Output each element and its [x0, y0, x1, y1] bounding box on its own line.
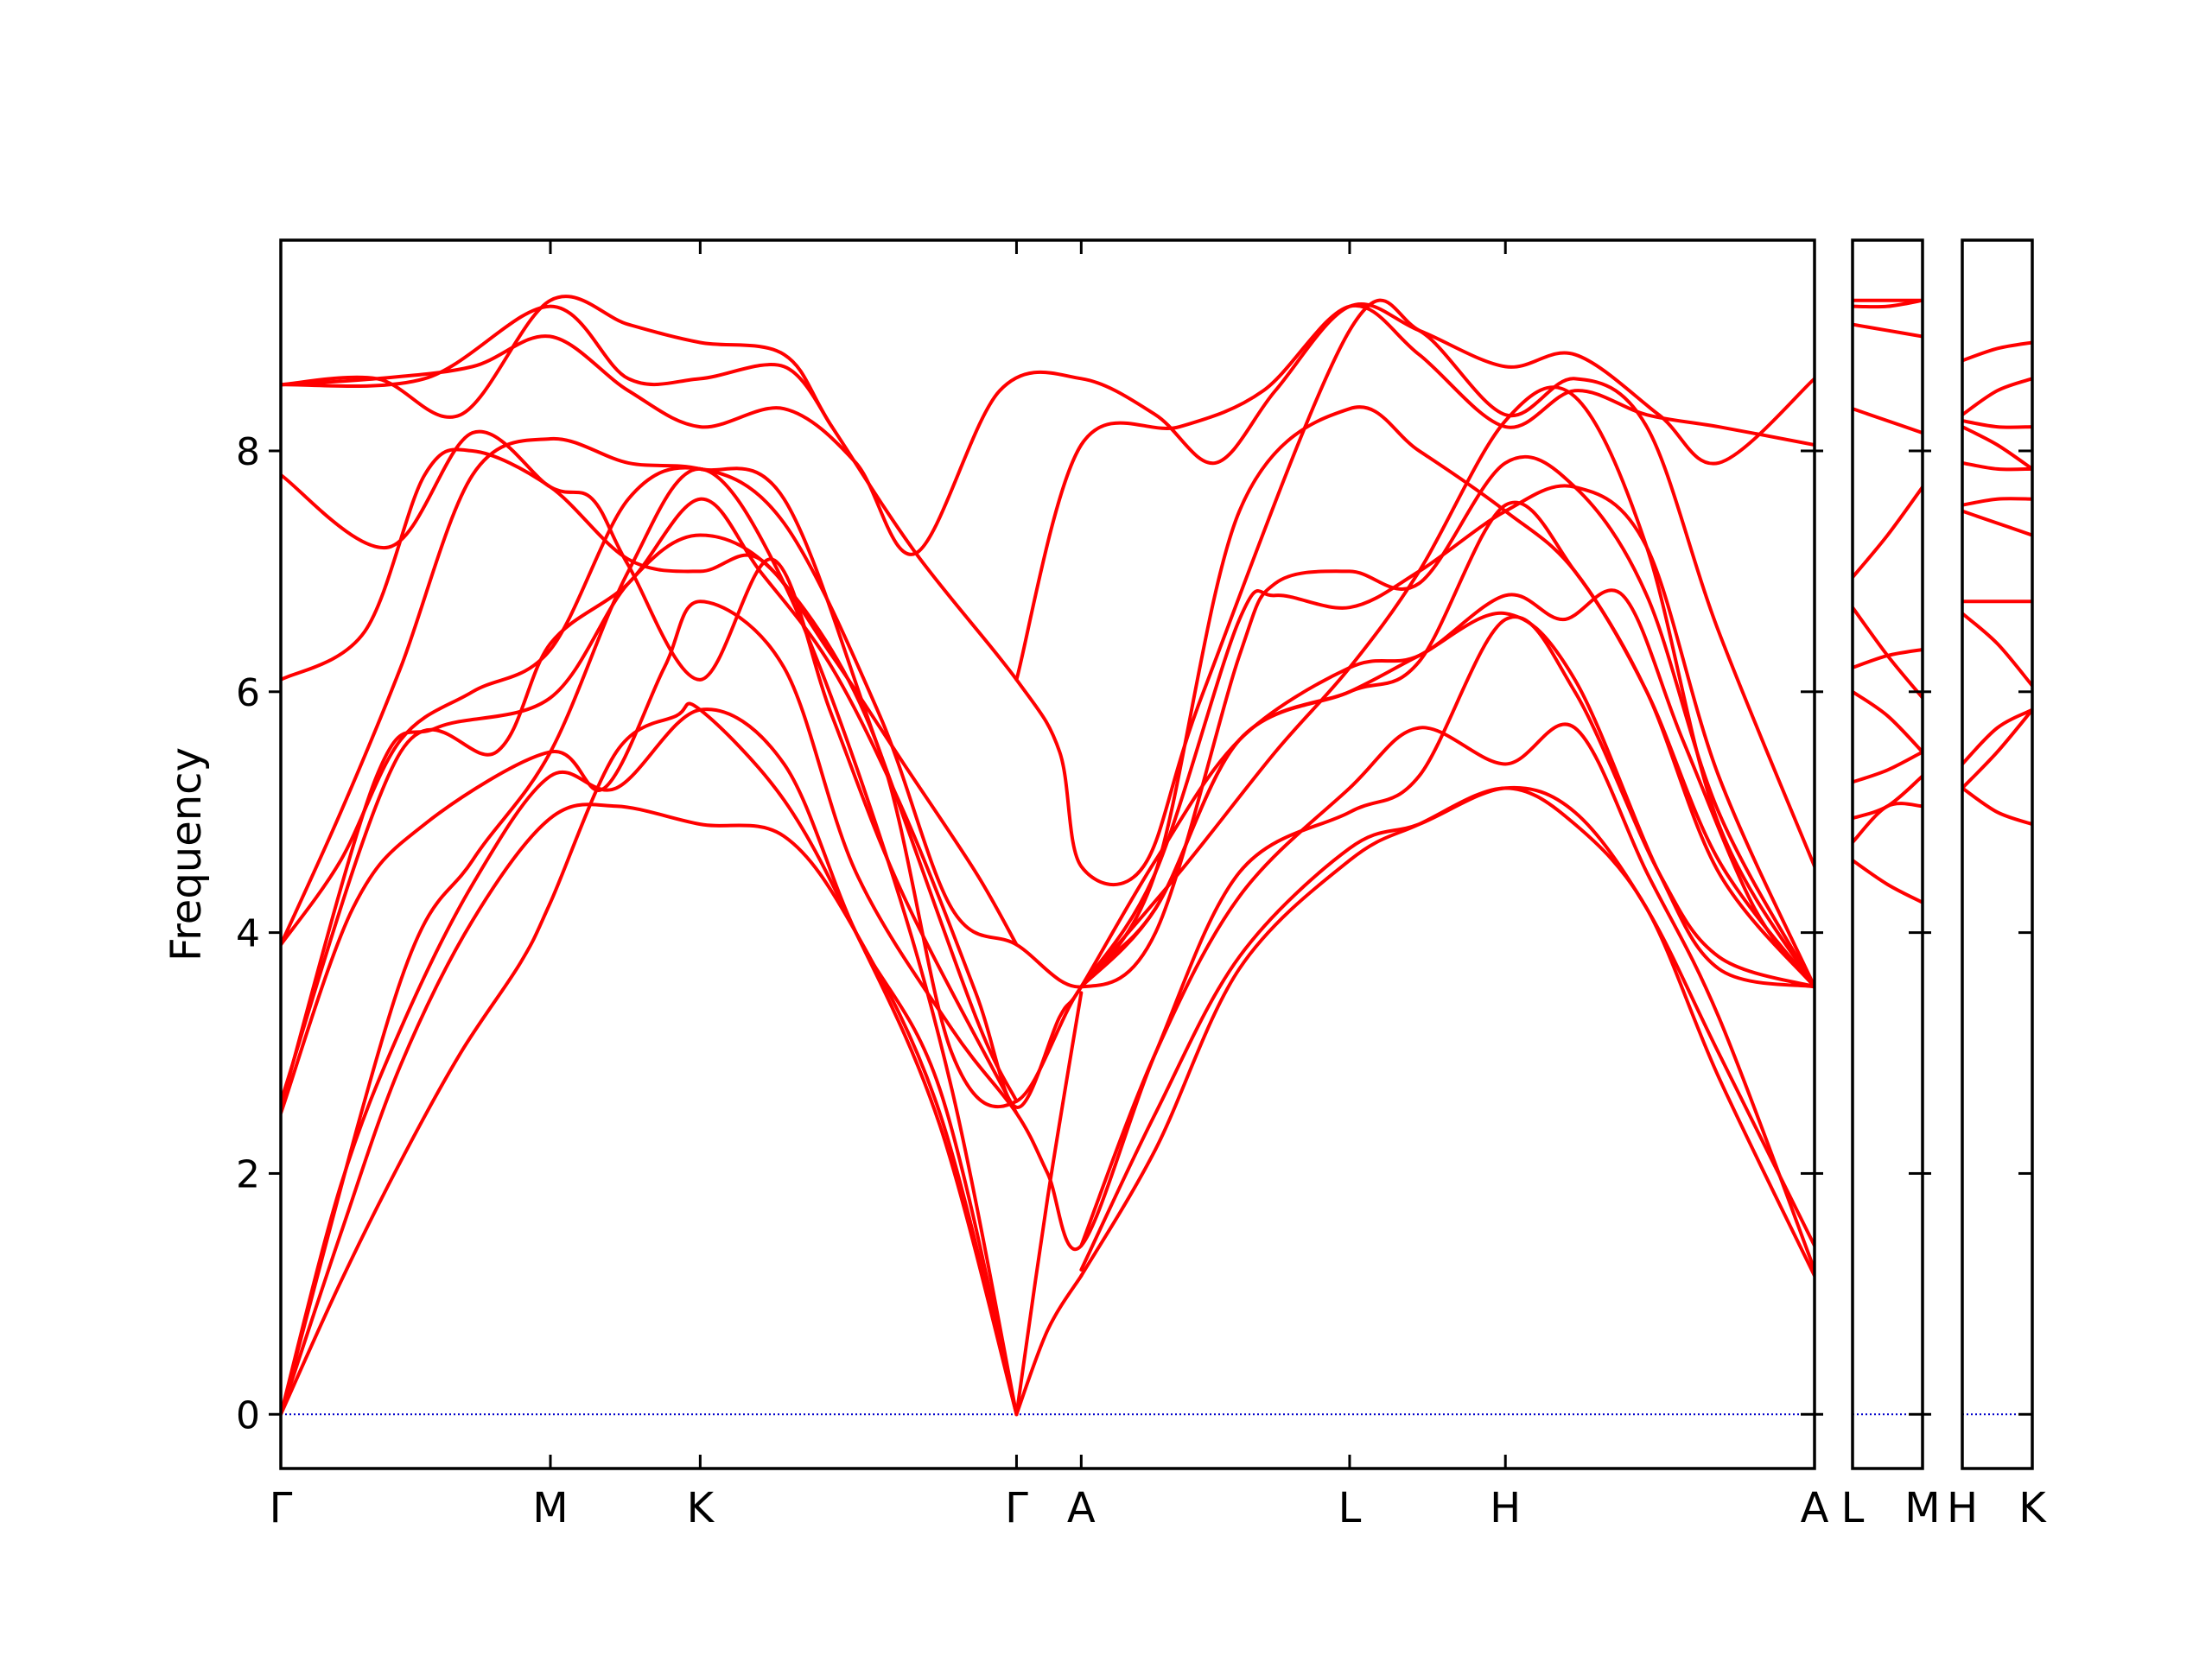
x-tick-label: K: [687, 1484, 715, 1532]
y-tick-label: 6: [236, 671, 260, 715]
band-line: [1962, 497, 2032, 507]
band-line: [281, 437, 1019, 1103]
x-tick-label: M: [532, 1484, 568, 1532]
y-tick-label: 0: [236, 1393, 260, 1437]
band-line: [281, 707, 1019, 1417]
y-tick-label: 2: [236, 1152, 260, 1196]
band-line: [1853, 606, 1923, 700]
x-tick-label: Γ: [1005, 1484, 1028, 1532]
x-tick-label: A: [1067, 1484, 1096, 1532]
x-tick-label: L: [1841, 1484, 1865, 1532]
band-line: [1962, 425, 2032, 471]
x-tick-label: K: [2018, 1484, 2047, 1532]
band-line: [1079, 786, 1815, 1278]
band-line: [1079, 722, 1815, 1272]
band-line: [281, 304, 834, 429]
x-tick-label: A: [1801, 1484, 1829, 1532]
x-tick-label: L: [1338, 1484, 1362, 1532]
x-tick-label: Γ: [270, 1484, 293, 1532]
band-line: [1853, 802, 1923, 845]
band-line: [1853, 322, 1923, 339]
x-tick-label: H: [1947, 1484, 1978, 1532]
band-line: [1962, 419, 2032, 429]
panel-frame: [279, 238, 1816, 1470]
band-line: [1853, 648, 1923, 669]
panel-frame: [1851, 238, 1924, 1470]
band-line: [1962, 612, 2032, 688]
band-line: [1962, 707, 2032, 790]
band-line: [281, 802, 1019, 1417]
band-line: [1853, 858, 1923, 904]
branches-group: [1853, 298, 1923, 904]
band-line: [1014, 991, 1084, 1417]
band-line: [1853, 750, 1923, 784]
band-line: [1079, 500, 1815, 989]
band-line: [281, 701, 1019, 1417]
band-line: [1962, 460, 2032, 472]
band-line: [281, 429, 1019, 1115]
x-tick-label: M: [1904, 1484, 1940, 1532]
y-tick-label: 8: [236, 430, 260, 474]
band-line: [281, 302, 1815, 556]
band-line: [1079, 405, 1815, 989]
y-tick-label: 4: [236, 912, 260, 956]
y-axis-label: Frequency: [162, 747, 211, 961]
band-line: [1853, 689, 1923, 754]
band-line: [1079, 785, 1815, 1272]
panel-frame: [1961, 238, 2034, 1470]
band-line: [1962, 786, 2032, 827]
band-line: [281, 497, 1815, 1109]
x-tick-label: H: [1490, 1484, 1521, 1532]
branches-group: [1962, 340, 2032, 827]
band-line: [1853, 774, 1923, 821]
band-line: [281, 447, 1019, 947]
band-line: [1962, 509, 2032, 537]
band-line: [1962, 340, 2032, 363]
band-line: [1853, 485, 1923, 580]
band-line: [1853, 407, 1923, 435]
band-line: [1014, 1273, 1084, 1417]
branches-group: [281, 295, 1815, 1417]
band-line: [1079, 385, 1815, 989]
band-line: [281, 466, 1019, 1417]
band-line: [1079, 484, 1815, 989]
band-line: [281, 295, 1815, 887]
band-line: [1962, 377, 2032, 417]
band-line: [1962, 707, 2032, 766]
band-line: [1014, 303, 1815, 682]
